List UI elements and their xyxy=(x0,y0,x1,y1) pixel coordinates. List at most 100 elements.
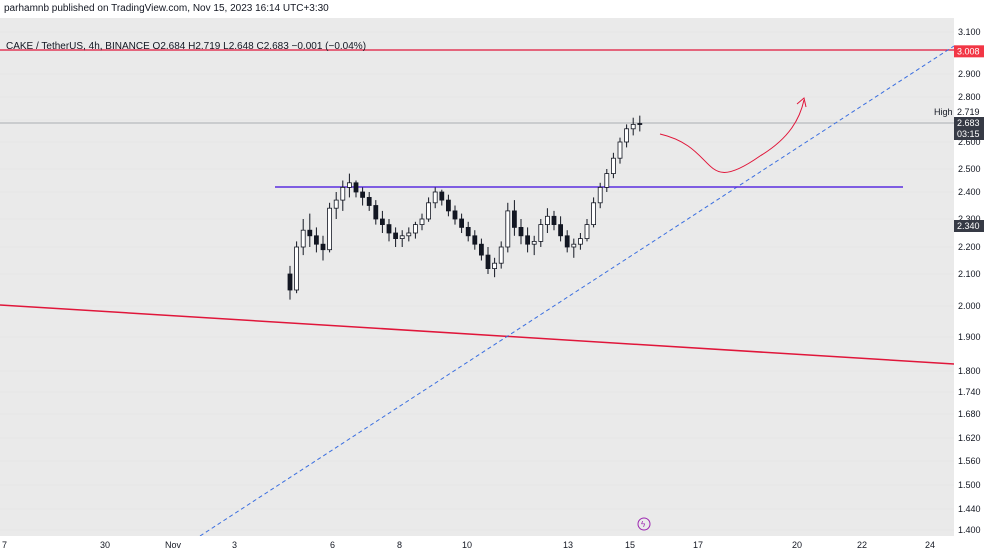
publisher-bar: parhamnb published on TradingView.com, N… xyxy=(0,0,984,18)
candle xyxy=(512,200,517,236)
time-axis-svg: 7 30 Nov 3 6 8 10 13 15 17 20 22 24 xyxy=(2,540,935,550)
candle-body xyxy=(399,235,405,240)
candle-body xyxy=(426,202,432,220)
chart-area[interactable]: ϟ High CAKE / TetherUS, 4h, BINANCE O2.6… xyxy=(0,18,954,536)
candle-body xyxy=(327,207,333,251)
y-tick-label: 2.800 xyxy=(958,92,981,102)
candle xyxy=(578,233,583,250)
candle-body xyxy=(611,157,616,174)
candle-body xyxy=(360,191,366,198)
candle-body xyxy=(492,262,498,269)
y-tick-label: 2.600 xyxy=(958,137,981,147)
candle xyxy=(564,230,570,253)
candle-body xyxy=(406,232,412,237)
candle xyxy=(597,182,603,209)
candle-body xyxy=(412,224,418,234)
y-tick-label: 1.900 xyxy=(958,332,981,342)
candle xyxy=(393,227,399,247)
candle-body xyxy=(333,199,339,209)
candle xyxy=(525,227,530,253)
y-tick-label: 2.300 xyxy=(958,214,981,224)
candle xyxy=(611,152,616,179)
candle xyxy=(327,202,333,253)
candle-body xyxy=(558,224,563,237)
high-value-label: 2.719 xyxy=(957,107,980,117)
candle xyxy=(439,189,445,206)
x-tick-label: 6 xyxy=(330,540,335,550)
y-tick-label: 1.500 xyxy=(958,480,981,490)
red-level-label: 3.008 xyxy=(957,46,980,56)
candle xyxy=(630,117,636,136)
candle xyxy=(505,202,511,253)
y-tick-label: 2.900 xyxy=(958,69,981,79)
blue-dashed-trend-line xyxy=(199,45,954,536)
candle-body xyxy=(518,226,524,237)
candle xyxy=(452,205,458,225)
y-tick-label: 1.620 xyxy=(958,433,981,443)
price-chart[interactable]: ϟ High xyxy=(0,18,954,536)
candle xyxy=(498,241,504,269)
high-label: High xyxy=(934,107,953,117)
x-tick-label: 24 xyxy=(925,540,935,550)
candle-body xyxy=(300,229,306,248)
candle-body xyxy=(591,202,596,226)
publisher-text: parhamnb published on TradingView.com, N… xyxy=(4,3,329,14)
y-tick-label: 2.400 xyxy=(958,187,981,197)
candle-body xyxy=(505,210,511,248)
candle xyxy=(604,169,610,192)
candle-body xyxy=(379,218,385,225)
bolt-icon[interactable] xyxy=(637,517,651,531)
candle-body xyxy=(617,141,623,159)
x-tick-label: 10 xyxy=(462,540,472,550)
candle-body xyxy=(551,215,557,226)
candle xyxy=(637,115,643,132)
candle xyxy=(624,124,629,148)
candle xyxy=(406,227,412,242)
x-tick-label: 13 xyxy=(563,540,573,550)
candle-body xyxy=(578,238,583,245)
candle xyxy=(340,180,346,211)
candle xyxy=(558,216,563,242)
candle xyxy=(584,219,590,242)
candle xyxy=(399,230,405,247)
symbol-legend: CAKE / TetherUS, 4h, BINANCE O2.684 H2.7… xyxy=(6,41,367,52)
candle xyxy=(571,238,577,258)
candle-body xyxy=(439,191,445,201)
y-tick-label: 1.400 xyxy=(958,525,981,535)
candle xyxy=(545,208,550,233)
candle-body xyxy=(340,186,346,201)
candle-body xyxy=(353,182,359,193)
price-axis-svg: 3.1002.9002.8002.7002.6002.5002.4002.300… xyxy=(954,27,984,535)
y-tick-label: 1.680 xyxy=(958,409,981,419)
candle xyxy=(386,219,392,242)
x-tick-label: 3 xyxy=(232,540,237,550)
candle xyxy=(313,227,319,253)
candle-body xyxy=(386,224,392,234)
x-tick-label: 8 xyxy=(397,540,402,550)
x-tick-label: 7 xyxy=(2,540,7,550)
candles-layer xyxy=(287,115,643,300)
y-tick-label: 3.100 xyxy=(958,27,981,37)
candle xyxy=(320,235,326,261)
candle-body xyxy=(512,210,517,228)
candle-body xyxy=(630,124,636,130)
candle-body xyxy=(445,199,451,212)
candle-body xyxy=(393,232,399,239)
last-price-label: 2.683 xyxy=(957,118,980,128)
x-tick-label: 30 xyxy=(100,540,110,550)
candle-body xyxy=(538,224,544,242)
high-value-badge xyxy=(954,106,984,118)
y-tick-label: 2.100 xyxy=(958,269,981,279)
time-axis[interactable]: 7 30 Nov 3 6 8 10 13 15 17 20 22 24 xyxy=(0,536,984,554)
bolt-glyph: ϟ xyxy=(641,520,646,529)
candle-body xyxy=(584,224,590,240)
candle xyxy=(459,213,465,233)
candle-body xyxy=(419,218,425,225)
candle xyxy=(419,213,425,231)
candle xyxy=(426,197,432,222)
y-tick-label: 2.500 xyxy=(958,164,981,174)
candle xyxy=(287,265,293,300)
price-axis[interactable]: 3.1002.9002.8002.7002.6002.5002.4002.300… xyxy=(954,18,984,536)
x-tick-label: 17 xyxy=(693,540,703,550)
candle-body xyxy=(287,273,293,291)
